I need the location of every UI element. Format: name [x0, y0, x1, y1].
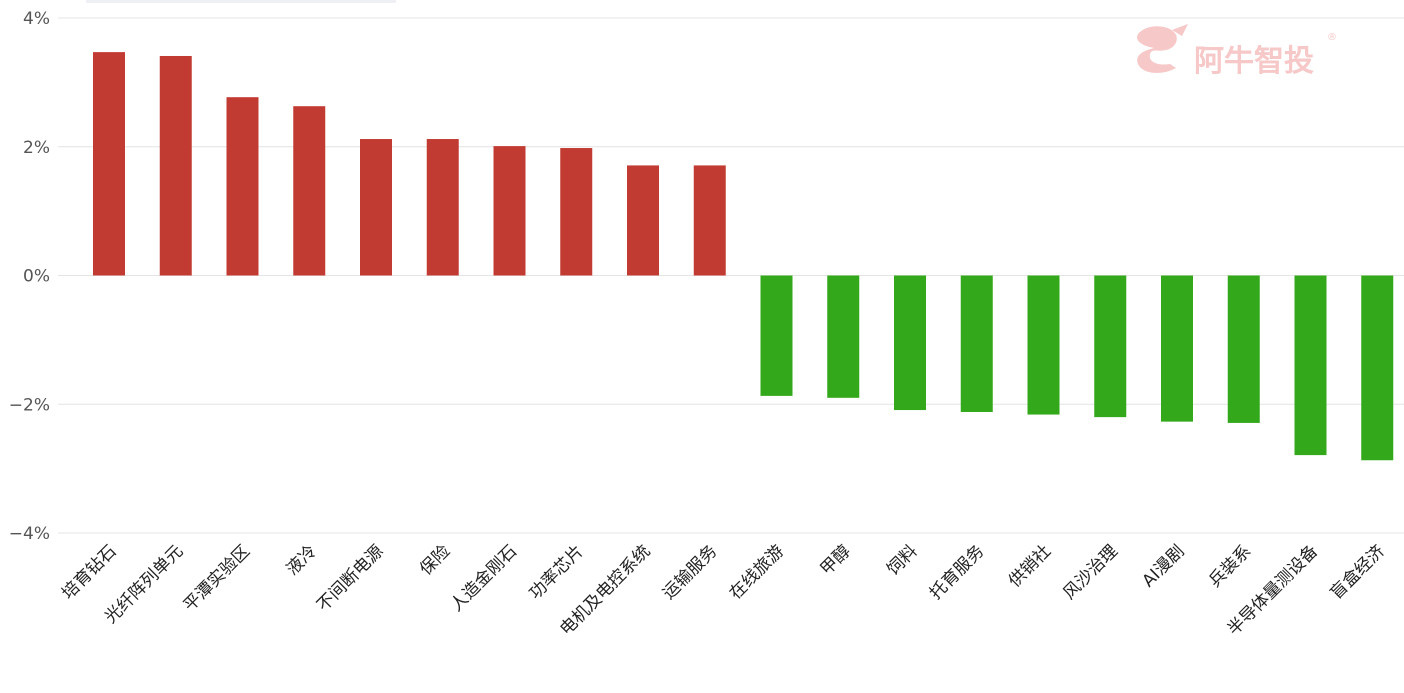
category-label: 供销社 [1005, 541, 1055, 591]
category-label: 培育钻石 [58, 541, 120, 603]
y-tick-label: 2% [23, 138, 50, 158]
category-label: AI漫剧 [1139, 541, 1189, 591]
bull-logo-icon [1137, 24, 1188, 73]
bar-2[interactable] [159, 55, 192, 276]
bar-16[interactable] [1094, 275, 1127, 418]
bar-6[interactable] [426, 139, 459, 276]
category-label: 平潭实验区 [180, 541, 254, 615]
bar-18[interactable] [1227, 275, 1260, 423]
category-label: 在线旅游 [726, 541, 788, 603]
y-tick-label: 0% [23, 267, 50, 287]
bar-13[interactable] [894, 275, 926, 411]
bar-10[interactable] [693, 165, 726, 276]
bar-8[interactable] [560, 148, 593, 276]
category-label: 风沙治理 [1060, 541, 1122, 603]
category-label: 人造金刚石 [447, 541, 521, 615]
bar-15[interactable] [1027, 275, 1060, 415]
bar-20[interactable] [1361, 275, 1394, 461]
category-label: 饲料 [883, 541, 921, 579]
category-label: 兵装系 [1205, 541, 1255, 591]
bar-12[interactable] [827, 275, 860, 398]
bars [93, 52, 1394, 461]
bar-11[interactable] [760, 275, 793, 396]
bar-9[interactable] [627, 165, 659, 276]
category-label: 甲醇 [817, 541, 855, 579]
category-label: 托育服务 [926, 541, 988, 603]
y-tick-label: −2% [9, 395, 50, 415]
top-tab-strip [86, 0, 396, 3]
category-label: 盲盒经济 [1327, 541, 1389, 603]
watermark-text: 阿牛智投 [1194, 44, 1314, 79]
registered-mark-icon: ® [1327, 32, 1337, 43]
bar-19[interactable] [1294, 275, 1327, 456]
bar-14[interactable] [960, 275, 993, 412]
bar-4[interactable] [293, 106, 326, 276]
y-tick-label: −4% [9, 524, 50, 544]
y-axis-ticks: 4% 2% 0% −2% −4% [9, 9, 50, 544]
category-label: 液冷 [283, 541, 321, 579]
bar-7[interactable] [493, 146, 526, 276]
bar-3[interactable] [226, 97, 259, 276]
watermark: 阿牛智投 ® [1137, 24, 1337, 79]
category-label: 保险 [416, 541, 454, 579]
grid-lines [58, 17, 1404, 534]
category-label: 不间断电源 [313, 541, 387, 615]
bar-17[interactable] [1161, 275, 1193, 422]
bar-5[interactable] [360, 139, 392, 276]
bar-1[interactable] [93, 52, 125, 276]
category-label: 运输服务 [659, 541, 721, 603]
category-label: 功率芯片 [526, 541, 588, 603]
y-tick-label: 4% [23, 9, 50, 29]
